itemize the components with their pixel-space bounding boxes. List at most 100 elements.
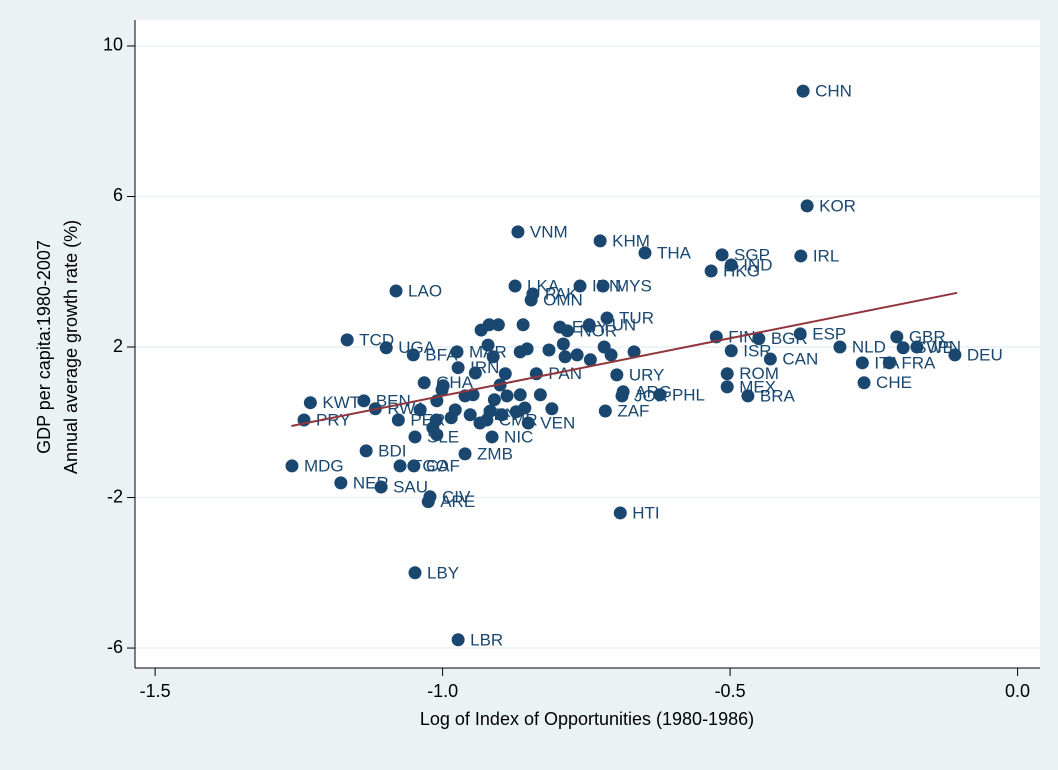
plot-background bbox=[135, 20, 1040, 668]
point-label: LBY bbox=[427, 563, 459, 582]
point bbox=[556, 337, 570, 351]
point bbox=[413, 403, 427, 417]
point bbox=[763, 352, 777, 366]
point-label: NIC bbox=[504, 427, 533, 446]
point bbox=[910, 340, 924, 354]
point bbox=[487, 393, 501, 407]
point bbox=[406, 348, 420, 362]
point-label: TUR bbox=[619, 309, 654, 328]
point bbox=[408, 430, 422, 444]
point bbox=[524, 293, 538, 307]
point bbox=[800, 199, 814, 213]
point bbox=[724, 344, 738, 358]
y-tick-label: -2 bbox=[107, 486, 123, 506]
x-axis-title: Log of Index of Opportunities (1980-1986… bbox=[420, 709, 754, 729]
point bbox=[615, 389, 629, 403]
point-label: BDI bbox=[378, 441, 406, 460]
point bbox=[435, 383, 449, 397]
point bbox=[513, 388, 527, 402]
point bbox=[794, 249, 808, 263]
point-label: HKG bbox=[723, 261, 760, 280]
point-label: MYS bbox=[615, 277, 652, 296]
point-label: SAU bbox=[393, 477, 428, 496]
point-label: ZMB bbox=[477, 444, 513, 463]
point-label: CMR bbox=[499, 410, 538, 429]
point-label: IRL bbox=[813, 246, 839, 265]
point bbox=[421, 495, 435, 509]
point-label: PHL bbox=[672, 385, 705, 404]
point bbox=[610, 368, 624, 382]
point bbox=[558, 350, 572, 364]
point bbox=[407, 459, 421, 473]
point bbox=[724, 258, 738, 272]
point-label: FRA bbox=[901, 353, 936, 372]
point bbox=[509, 405, 523, 419]
point bbox=[486, 350, 500, 364]
point-label: CAN bbox=[782, 350, 818, 369]
point-label: IND bbox=[743, 255, 772, 274]
point bbox=[521, 416, 535, 430]
point bbox=[704, 264, 718, 278]
point bbox=[596, 279, 610, 293]
y-tick-label: -6 bbox=[107, 637, 123, 657]
point bbox=[516, 318, 530, 332]
y-axis-title: GDP per capita:1980-2007 bbox=[34, 240, 54, 454]
point-label: CHN bbox=[815, 82, 852, 101]
point bbox=[483, 404, 497, 418]
point bbox=[598, 404, 612, 418]
point bbox=[334, 476, 348, 490]
point bbox=[430, 428, 444, 442]
point-label: DEU bbox=[967, 345, 1003, 364]
point bbox=[720, 367, 734, 381]
point bbox=[448, 403, 462, 417]
point bbox=[482, 318, 496, 332]
point-label: BEN bbox=[376, 391, 411, 410]
point-label: LBR bbox=[470, 630, 503, 649]
point bbox=[583, 353, 597, 367]
point bbox=[560, 324, 574, 338]
point bbox=[573, 279, 587, 293]
point bbox=[485, 430, 499, 444]
point bbox=[463, 408, 477, 422]
point bbox=[896, 341, 910, 355]
point bbox=[720, 380, 734, 394]
point-label: ROM bbox=[739, 364, 779, 383]
point bbox=[303, 396, 317, 410]
point-label: MDG bbox=[304, 456, 344, 475]
y-tick-label: 10 bbox=[103, 35, 123, 55]
point bbox=[582, 318, 596, 332]
point bbox=[545, 402, 559, 416]
point-label: SWE bbox=[915, 338, 954, 357]
point bbox=[513, 345, 527, 359]
point bbox=[408, 566, 422, 580]
point bbox=[948, 348, 962, 362]
point-label: BRA bbox=[760, 386, 796, 405]
point-label: THA bbox=[657, 243, 692, 262]
point-label: BFA bbox=[425, 345, 458, 364]
point bbox=[570, 348, 584, 362]
point-label: EGY bbox=[572, 318, 608, 337]
point-label: CIV bbox=[442, 487, 471, 506]
point bbox=[357, 394, 371, 408]
x-tick-label: -0.5 bbox=[715, 681, 746, 701]
point bbox=[752, 332, 766, 346]
point bbox=[391, 413, 405, 427]
point bbox=[473, 416, 487, 430]
point bbox=[481, 338, 495, 352]
point-label: ZAF bbox=[617, 401, 649, 420]
fit-line bbox=[291, 291, 958, 428]
point bbox=[796, 84, 810, 98]
y-axis-title: Annual average growth rate (%) bbox=[61, 220, 81, 474]
point bbox=[600, 311, 614, 325]
point-label: NOR bbox=[579, 321, 617, 340]
point-label: CHE bbox=[876, 373, 912, 392]
point bbox=[638, 246, 652, 260]
point bbox=[627, 345, 641, 359]
point bbox=[597, 340, 611, 354]
point bbox=[542, 343, 556, 357]
point bbox=[450, 345, 464, 359]
point-label: PAK bbox=[545, 284, 578, 303]
point bbox=[508, 279, 522, 293]
point bbox=[833, 340, 847, 354]
